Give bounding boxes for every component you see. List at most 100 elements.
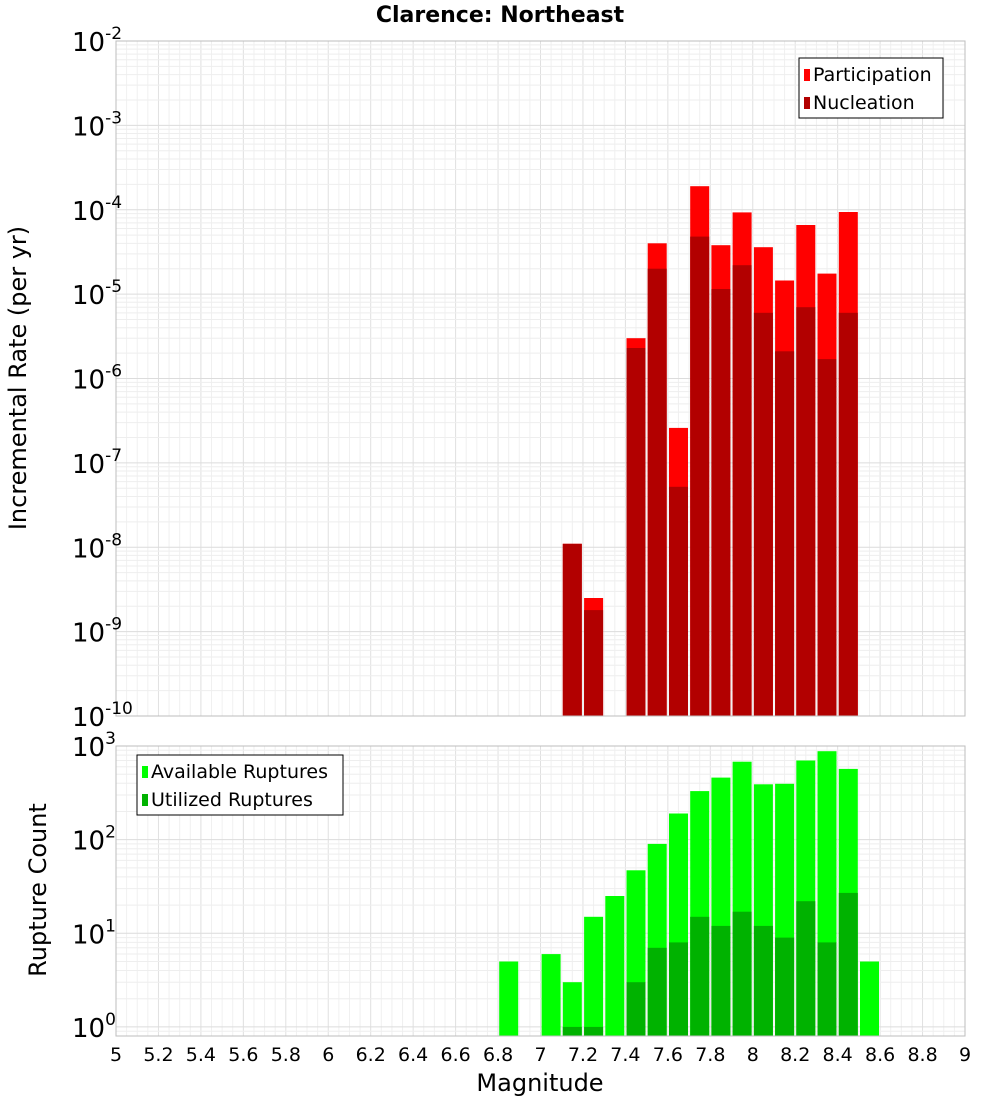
- legend-box: [798, 57, 944, 119]
- x-tick-label: 8.6: [865, 1044, 895, 1066]
- y-tick-base: 10: [72, 197, 105, 227]
- y-tick-exp: -4: [105, 193, 122, 213]
- y-tick-label: 10-4: [72, 193, 122, 227]
- x-tick-label: 6: [322, 1044, 334, 1066]
- y-tick-base: 10: [72, 534, 105, 564]
- x-ticks: 5 5.2 5.4 5.6 5.8 6 6.2 6.4 6.6 6.8 7 7.2 7.4 7.6 7.8 8…: [110, 1044, 971, 1066]
- y-tick-base: 10: [72, 281, 105, 311]
- y-tick-label: 100: [72, 1010, 116, 1044]
- plot-frame: [115, 40, 966, 717]
- y-tick-base: 10: [72, 450, 105, 480]
- y-tick-exp: 1: [105, 916, 116, 936]
- bar-available-ruptures: [499, 961, 519, 1036]
- bar-nucleation: [753, 312, 773, 716]
- bar-utilized-ruptures: [669, 942, 688, 1036]
- legend-label: Participation: [813, 64, 932, 86]
- bar-utilized-ruptures: [817, 942, 837, 1036]
- bar-utilized-ruptures: [584, 1026, 604, 1036]
- x-tick-label: 8.8: [907, 1044, 937, 1066]
- bar-available-ruptures: [541, 954, 561, 1036]
- x-tick-label: 8.4: [823, 1044, 853, 1066]
- bottom-y-axis-label: Rupture Count: [24, 803, 52, 977]
- y-tick-base: 10: [72, 619, 105, 649]
- y-tick-label: 10-7: [72, 446, 122, 480]
- bar-available-ruptures: [584, 916, 604, 1036]
- bar-utilized-ruptures: [562, 1026, 582, 1036]
- x-tick-label: 8: [747, 1044, 759, 1066]
- x-tick-label: 8.2: [780, 1044, 810, 1066]
- y-tick-label: 10-3: [72, 108, 122, 142]
- legend-swatch: [142, 766, 148, 778]
- x-tick-label: 7.2: [568, 1044, 598, 1066]
- x-tick-label: 6.2: [356, 1044, 386, 1066]
- legend-box: [136, 754, 344, 816]
- bar-utilized-ruptures: [753, 925, 773, 1036]
- bar-utilized-ruptures: [732, 911, 752, 1036]
- bar-utilized-ruptures: [690, 916, 710, 1036]
- bars: [499, 751, 879, 1036]
- chart-title: Clarence: Northeast: [376, 3, 625, 28]
- y-tick-exp: -8: [105, 530, 122, 550]
- bar-nucleation: [562, 543, 582, 716]
- x-tick-label: 6.4: [398, 1044, 428, 1066]
- y-tick-label: 10-2: [72, 24, 122, 58]
- legend: Available Ruptures Utilized Ruptures: [136, 754, 344, 816]
- y-tick-exp: -3: [105, 108, 122, 128]
- y-tick-base: 10: [72, 1014, 105, 1044]
- x-tick-label: 5: [110, 1044, 122, 1066]
- bar-nucleation: [690, 236, 710, 716]
- bar-nucleation: [817, 359, 837, 716]
- legend: Participation Nucleation: [798, 57, 944, 119]
- bar-nucleation: [732, 265, 752, 716]
- x-tick-label: 5.2: [143, 1044, 173, 1066]
- bar-utilized-ruptures: [838, 892, 858, 1036]
- x-tick-label: 7.6: [653, 1044, 683, 1066]
- y-tick-exp: 2: [105, 823, 116, 843]
- y-tick-base: 10: [72, 366, 105, 396]
- y-tick-label: 10-5: [72, 277, 122, 311]
- plot-frame: [115, 745, 966, 1037]
- bar-nucleation: [796, 307, 816, 716]
- y-tick-exp: -10: [105, 699, 133, 719]
- bar-nucleation: [838, 312, 858, 716]
- top-panel: 10-1010-910-810-710-610-510-410-310-2Par…: [72, 24, 966, 733]
- bar-utilized-ruptures: [775, 937, 795, 1036]
- bar-nucleation: [775, 351, 795, 716]
- x-tick-label: 5.4: [186, 1044, 216, 1066]
- y-tick-exp: -9: [105, 615, 122, 635]
- x-tick-label: 7.4: [610, 1044, 640, 1066]
- bars: [562, 186, 858, 717]
- y-tick-label: 102: [72, 823, 116, 857]
- bar-utilized-ruptures: [796, 901, 816, 1036]
- bar-utilized-ruptures: [626, 982, 646, 1036]
- y-tick-exp: -5: [105, 277, 122, 297]
- legend-swatch: [142, 794, 148, 806]
- bar-utilized-ruptures: [647, 947, 667, 1036]
- y-tick-base: 10: [72, 920, 105, 950]
- bar-utilized-ruptures: [711, 925, 731, 1036]
- grid: [115, 40, 966, 717]
- bar-nucleation: [669, 486, 688, 716]
- y-tick-label: 10-10: [72, 699, 133, 733]
- legend-label: Utilized Ruptures: [151, 789, 313, 811]
- x-tick-label: 5.6: [228, 1044, 258, 1066]
- y-tick-label: 10-8: [72, 530, 122, 564]
- bar-nucleation: [584, 610, 604, 716]
- y-tick-base: 10: [72, 28, 105, 58]
- legend-label: Nucleation: [813, 92, 915, 114]
- y-tick-label: 10-6: [72, 362, 122, 396]
- x-axis-label: Magnitude: [476, 1069, 603, 1097]
- y-tick-label: 101: [72, 916, 116, 950]
- legend-swatch: [804, 97, 810, 109]
- y-tick-base: 10: [72, 112, 105, 142]
- x-tick-label: 5.8: [271, 1044, 301, 1066]
- y-tick-base: 10: [72, 827, 105, 857]
- x-tick-label: 7: [534, 1044, 546, 1066]
- y-tick-base: 10: [72, 703, 105, 733]
- y-tick-label: 103: [72, 729, 116, 763]
